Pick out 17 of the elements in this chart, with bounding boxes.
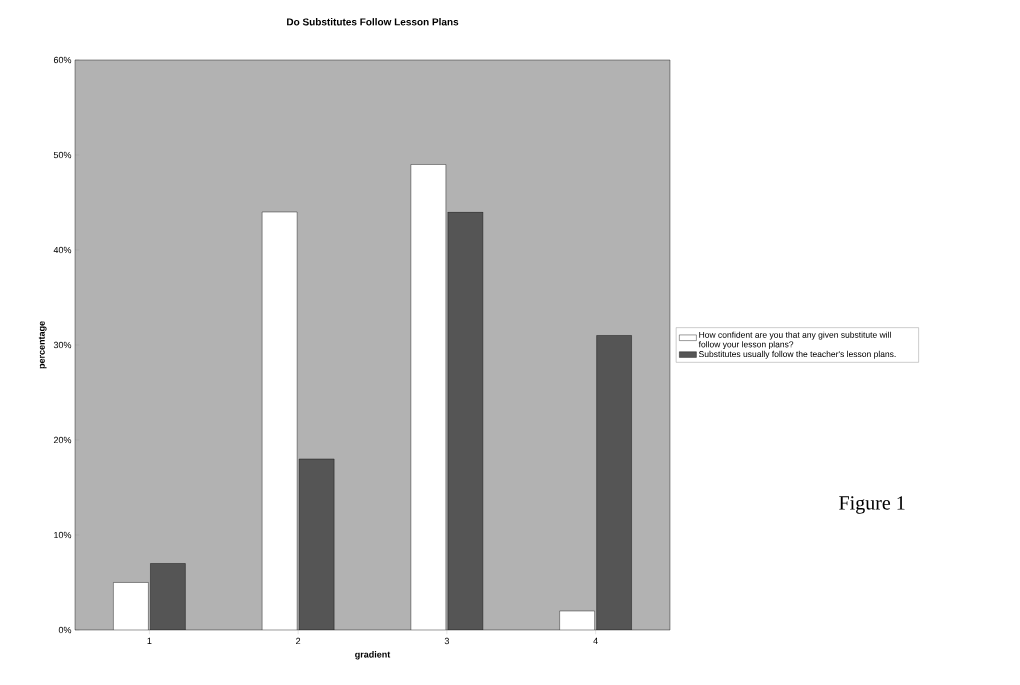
x-tick-label: 4 xyxy=(593,637,598,644)
legend-label: Substitutes usually follow the teacher's lesson plans. xyxy=(699,350,896,359)
y-tick-label: 10% xyxy=(54,531,72,539)
y-tick-label: 30% xyxy=(53,341,72,349)
x-tick-label: 3 xyxy=(444,637,449,645)
x-tick-label: 1 xyxy=(147,637,152,644)
y-tick-label: 0% xyxy=(58,626,72,634)
legend-label: How confident are you that any given substitute will follow your lesson plans? xyxy=(698,331,891,350)
y-axis-title: percentage xyxy=(38,321,47,369)
y-tick-label: 40% xyxy=(53,246,72,254)
y-tick-label: 20% xyxy=(53,436,72,444)
x-tick-label: 2 xyxy=(296,637,301,645)
y-tick-label: 60% xyxy=(53,56,72,64)
caption: Figure 1 xyxy=(839,496,905,514)
chart-title: Do Substitutes Follow Lesson Plans xyxy=(287,18,459,26)
y-tick-label: 50% xyxy=(53,151,72,159)
x-axis-title: gradient xyxy=(355,651,391,660)
